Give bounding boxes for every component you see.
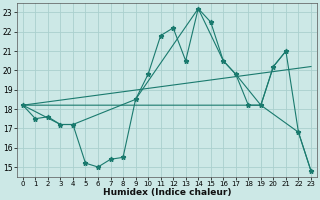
X-axis label: Humidex (Indice chaleur): Humidex (Indice chaleur) <box>103 188 231 197</box>
